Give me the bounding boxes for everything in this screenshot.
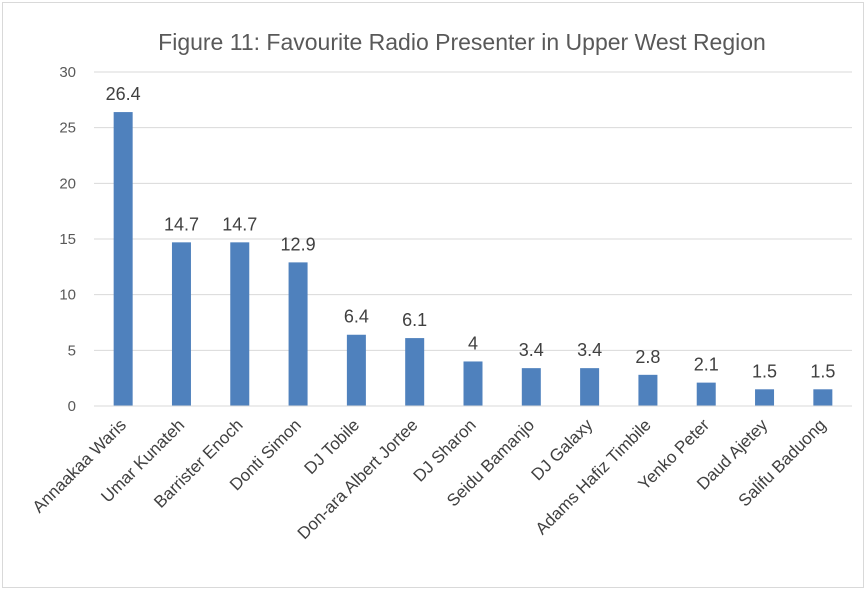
y-tick-label: 30 — [59, 64, 76, 81]
y-tick-label: 0 — [68, 398, 76, 415]
bar — [463, 361, 483, 406]
bar — [813, 389, 833, 406]
gridlines — [94, 71, 852, 351]
chart-title: Figure 11: Favourite Radio Presenter in … — [158, 29, 766, 55]
bar — [346, 334, 366, 406]
data-label: 14.7 — [164, 214, 199, 234]
y-tick-label: 15 — [59, 231, 76, 248]
bar — [755, 389, 775, 406]
bar — [288, 262, 308, 406]
y-axis-ticks: 0 5 10 15 20 25 30 — [59, 64, 76, 415]
y-tick-label: 20 — [59, 175, 76, 192]
data-label: 6.1 — [402, 310, 427, 330]
data-labels: 26.4 14.7 14.7 12.9 6.4 6.1 4 3.4 3.4 2.8 2.1 1.5 1.… — [106, 84, 836, 381]
data-label: 12.9 — [281, 234, 316, 254]
data-label: 6.4 — [344, 307, 369, 327]
bar — [230, 242, 250, 406]
data-label: 3.4 — [519, 340, 544, 360]
data-label: 26.4 — [106, 84, 141, 104]
y-tick-label: 10 — [59, 287, 76, 304]
y-tick-label: 25 — [59, 120, 76, 137]
data-label: 2.1 — [694, 355, 719, 375]
data-label: 14.7 — [222, 214, 257, 234]
bar — [580, 368, 600, 406]
data-label: 4 — [468, 333, 478, 353]
data-label: 1.5 — [810, 361, 835, 381]
bars — [113, 112, 833, 406]
category-label: Adams Hafiz Timbile — [532, 415, 655, 538]
bar — [113, 112, 133, 406]
data-label: 1.5 — [752, 361, 777, 381]
data-label: 2.8 — [635, 347, 660, 367]
data-label: 3.4 — [577, 340, 602, 360]
bar — [638, 374, 658, 406]
category-label: Don-ara Albert Jortee — [294, 415, 422, 543]
bar — [171, 242, 191, 406]
bar — [521, 368, 541, 406]
bar — [696, 382, 716, 406]
bar — [405, 338, 425, 406]
y-tick-label: 5 — [68, 342, 76, 359]
